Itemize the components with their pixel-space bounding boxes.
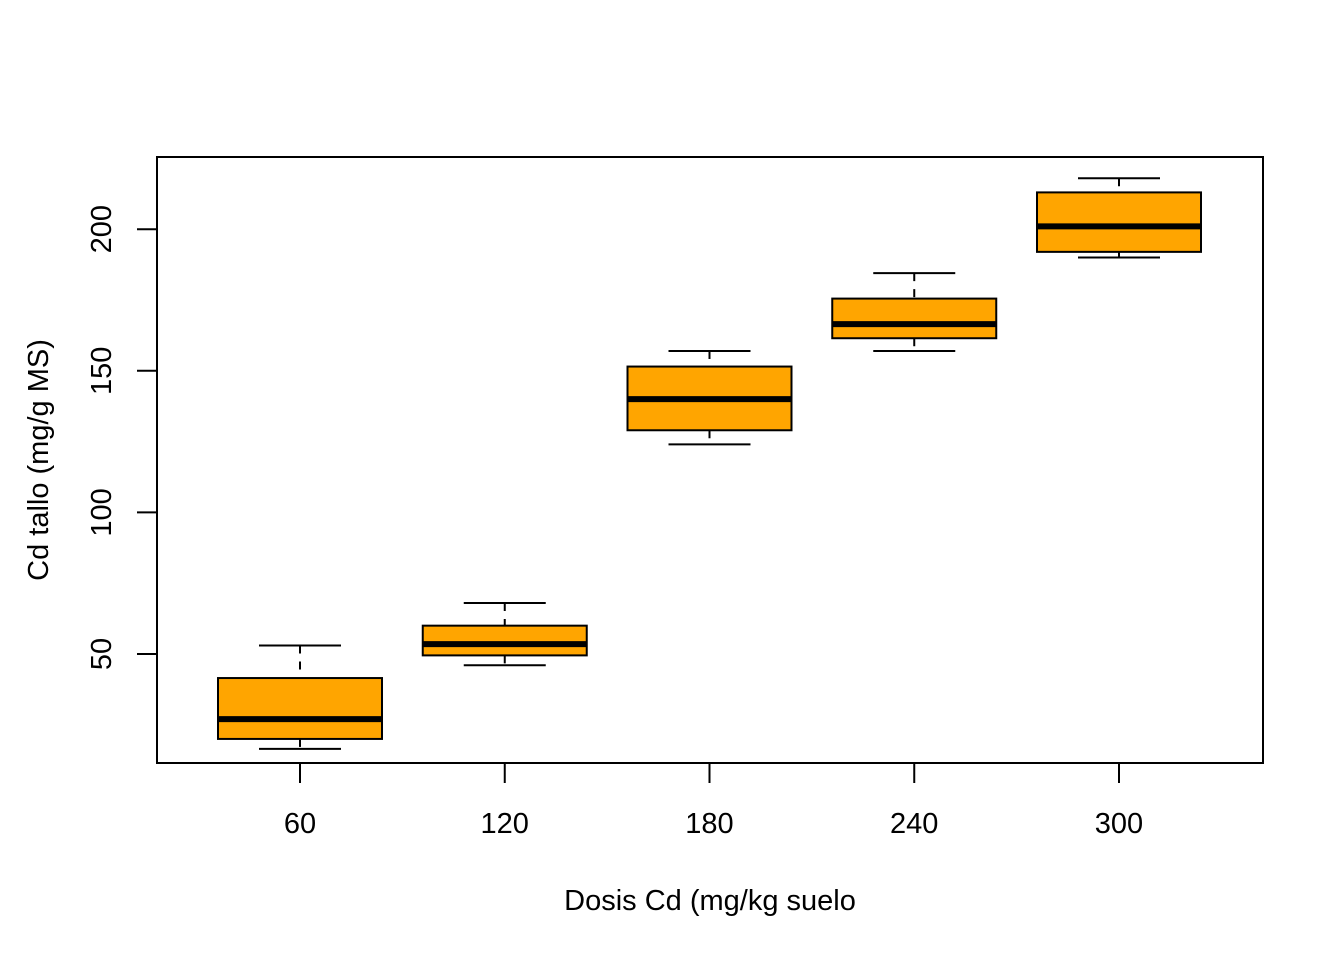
box-120 xyxy=(421,602,588,667)
y-tick-label: 150 xyxy=(86,347,118,395)
x-axis: 60 120 180 240 300 xyxy=(284,763,1143,840)
y-tick-label: 100 xyxy=(86,488,118,536)
box-240 xyxy=(831,272,998,352)
x-axis-label: Dosis Cd (mg/kg suelo xyxy=(564,885,856,917)
iqr-box xyxy=(421,624,588,657)
y-axis: 50 100 150 200 xyxy=(86,205,157,670)
x-tick-label: 300 xyxy=(1095,808,1143,840)
x-tick-label: 180 xyxy=(685,808,733,840)
y-axis-label: Cd tallo (mg/g MS) xyxy=(23,339,55,581)
x-tick-label: 240 xyxy=(890,808,938,840)
y-tick-label: 50 xyxy=(86,638,118,670)
x-tick-label: 120 xyxy=(481,808,529,840)
y-tick-label: 200 xyxy=(86,205,118,253)
iqr-box xyxy=(217,677,383,740)
iqr-box xyxy=(1036,191,1202,253)
iqr-box xyxy=(831,297,998,340)
box-180 xyxy=(626,349,793,446)
box-60 xyxy=(217,644,383,750)
boxes-group xyxy=(217,177,1202,750)
x-tick-label: 60 xyxy=(284,808,316,840)
box-300 xyxy=(1036,177,1202,259)
